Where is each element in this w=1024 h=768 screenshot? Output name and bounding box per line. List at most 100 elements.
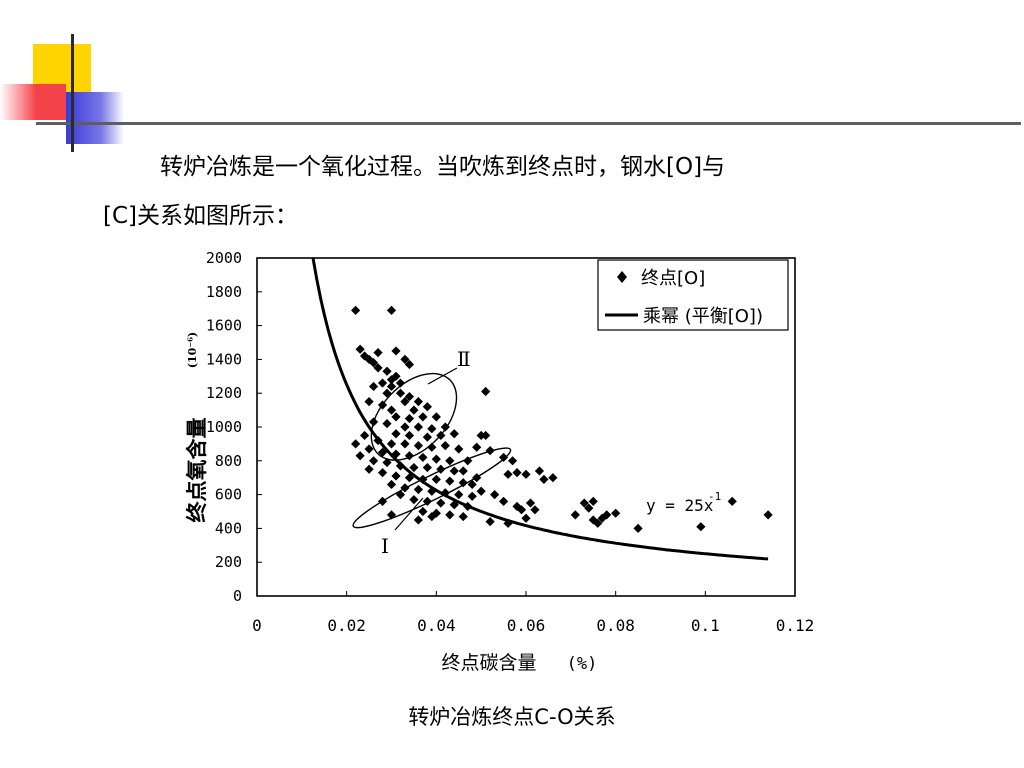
data-point bbox=[422, 462, 432, 473]
y-tick-label: 1000 bbox=[206, 418, 242, 436]
data-point bbox=[382, 457, 392, 468]
data-point bbox=[503, 518, 513, 528]
data-point bbox=[418, 474, 428, 484]
data-point bbox=[422, 432, 432, 442]
data-point bbox=[449, 500, 459, 510]
decor-blue-square bbox=[66, 92, 124, 144]
paragraph-line-2: [C]关系如图所示： bbox=[103, 203, 299, 229]
data-point bbox=[696, 522, 706, 532]
data-point bbox=[472, 473, 482, 483]
legend-entry-curve: 乘幂 (平衡[O]) bbox=[643, 306, 763, 327]
data-point bbox=[476, 486, 486, 496]
decor-red-bar bbox=[0, 84, 66, 120]
data-point bbox=[404, 391, 415, 402]
data-point bbox=[530, 505, 540, 515]
data-point bbox=[431, 508, 441, 518]
data-point bbox=[395, 461, 406, 471]
data-point bbox=[449, 466, 459, 476]
data-point bbox=[377, 378, 388, 388]
x-axis-label: 终点碳含量 bbox=[441, 652, 536, 674]
data-point bbox=[373, 348, 383, 358]
data-point bbox=[382, 388, 392, 398]
data-point bbox=[579, 498, 589, 508]
data-point bbox=[427, 511, 437, 522]
data-point bbox=[391, 429, 401, 439]
data-point bbox=[413, 515, 423, 525]
x-tick-label: 0 bbox=[252, 616, 262, 635]
data-point bbox=[400, 354, 410, 364]
data-point bbox=[602, 510, 612, 520]
data-point bbox=[431, 474, 441, 484]
region-label-ii: Ⅱ bbox=[457, 347, 471, 371]
data-point bbox=[507, 456, 518, 466]
data-point bbox=[368, 358, 379, 368]
data-point bbox=[400, 483, 410, 493]
data-point bbox=[404, 430, 415, 441]
data-point bbox=[364, 464, 374, 474]
data-point bbox=[377, 400, 388, 410]
data-point bbox=[351, 439, 361, 449]
data-point bbox=[440, 488, 450, 498]
data-point bbox=[440, 440, 450, 451]
y-tick-label: 800 bbox=[215, 452, 242, 470]
y-tick-label: 600 bbox=[215, 486, 242, 504]
data-point bbox=[386, 381, 397, 392]
data-point bbox=[386, 305, 397, 315]
data-point bbox=[633, 523, 643, 533]
data-point bbox=[400, 397, 410, 407]
data-point bbox=[386, 439, 397, 449]
data-point bbox=[418, 452, 428, 463]
legend-entry-observed: 终点[O] bbox=[641, 268, 705, 289]
data-point bbox=[386, 405, 397, 415]
curve-exponent-label: -1 bbox=[708, 490, 721, 503]
data-point bbox=[431, 454, 441, 464]
data-point bbox=[404, 413, 415, 424]
data-point bbox=[445, 510, 455, 520]
data-point bbox=[386, 479, 397, 490]
decor-vertical-line bbox=[71, 34, 74, 152]
region-i-leader bbox=[394, 497, 424, 531]
data-point bbox=[503, 469, 513, 479]
data-point bbox=[386, 375, 397, 385]
data-point bbox=[763, 510, 773, 520]
data-point bbox=[472, 442, 482, 452]
y-tick-label: 0 bbox=[233, 587, 242, 605]
y-tick-label: 1400 bbox=[206, 350, 242, 368]
data-point bbox=[727, 496, 737, 506]
data-point bbox=[485, 517, 495, 527]
data-point bbox=[516, 505, 527, 515]
data-point bbox=[413, 397, 423, 407]
data-point bbox=[355, 451, 365, 461]
data-point bbox=[481, 386, 491, 397]
data-point bbox=[467, 479, 477, 490]
data-point bbox=[539, 474, 549, 484]
y-tick-label: 400 bbox=[215, 519, 242, 537]
data-point bbox=[584, 503, 594, 513]
data-point bbox=[382, 366, 392, 376]
data-point bbox=[391, 412, 401, 422]
figure-caption: 转炉冶炼终点C-O关系 bbox=[408, 705, 616, 729]
x-tick-label: 0.12 bbox=[776, 616, 815, 635]
region-ellipse-2 bbox=[352, 447, 512, 529]
data-point bbox=[360, 351, 370, 361]
data-point bbox=[481, 430, 491, 441]
y-tick-label: 1800 bbox=[206, 283, 242, 301]
data-point bbox=[422, 496, 432, 506]
data-point bbox=[525, 498, 536, 508]
data-point bbox=[521, 513, 531, 523]
data-point bbox=[391, 449, 401, 459]
data-point bbox=[364, 397, 374, 407]
data-point bbox=[368, 381, 379, 392]
x-tick-label: 0.1 bbox=[691, 616, 720, 635]
data-point bbox=[368, 456, 379, 466]
region-ii-leader bbox=[427, 367, 458, 385]
equilibrium-curve bbox=[311, 257, 769, 561]
x-axis-unit: (%) bbox=[567, 654, 598, 674]
data-point bbox=[445, 456, 455, 466]
data-point bbox=[436, 430, 446, 441]
data-point bbox=[431, 412, 441, 422]
data-point bbox=[377, 468, 388, 478]
data-point bbox=[413, 440, 423, 451]
data-point bbox=[463, 456, 473, 466]
y-tick-label: 1600 bbox=[206, 317, 242, 335]
